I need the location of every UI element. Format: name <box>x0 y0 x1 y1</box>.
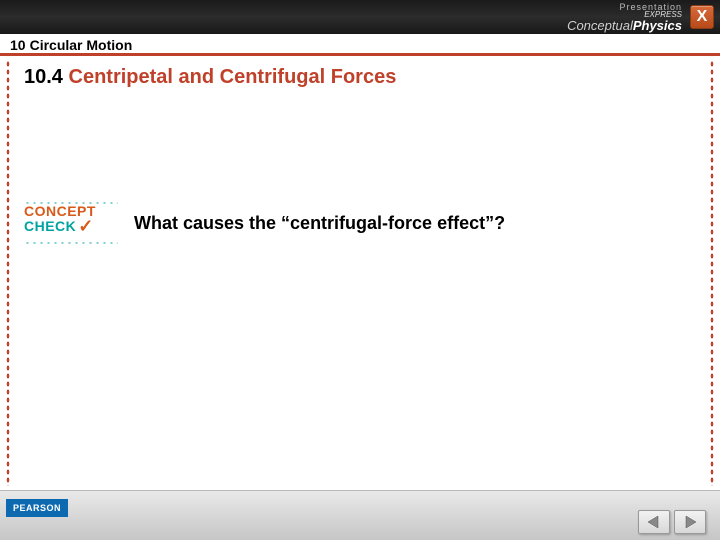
bottom-bar: PEARSON <box>0 490 720 540</box>
chapter-title: Circular Motion <box>30 37 133 53</box>
concept-check-row: CONCEPT CHECK ✓ What causes the “centrif… <box>24 207 696 239</box>
section-title: Centripetal and Centrifugal Forces <box>69 66 397 88</box>
concept-check-badge: CONCEPT CHECK ✓ <box>24 207 118 239</box>
prev-button[interactable] <box>638 510 670 534</box>
badge-text: CONCEPT CHECK ✓ <box>24 205 96 235</box>
arrow-left-icon <box>646 515 662 529</box>
badge-line-check: CHECK ✓ <box>24 218 96 235</box>
badge-check-text: CHECK <box>24 220 76 233</box>
chapter-number: 10 <box>10 37 26 53</box>
brand-main: ConceptualPhysics <box>567 19 682 32</box>
close-icon: X <box>697 8 708 26</box>
badge-dots-bottom <box>24 241 118 245</box>
dotted-border-left <box>6 60 10 486</box>
arrow-right-icon <box>682 515 698 529</box>
checkmark-icon: ✓ <box>78 218 94 235</box>
brand-block: Presentation EXPRESS ConceptualPhysics <box>567 3 682 32</box>
concept-question: What causes the “centrifugal-force effec… <box>134 213 505 234</box>
section-heading: 10.4 Centripetal and Centrifugal Forces <box>24 66 696 89</box>
brand-conceptual: Conceptual <box>567 18 633 33</box>
next-button[interactable] <box>674 510 706 534</box>
dotted-border-right <box>710 60 714 486</box>
nav-arrows <box>638 510 706 534</box>
content-area: 10.4 Centripetal and Centrifugal Forces … <box>0 56 720 486</box>
close-button[interactable]: X <box>690 5 714 29</box>
chapter-bar: 10 Circular Motion <box>0 34 720 56</box>
brand-physics: Physics <box>633 18 682 33</box>
top-bar: Presentation EXPRESS ConceptualPhysics X <box>0 0 720 34</box>
section-number: 10.4 <box>24 66 63 88</box>
publisher-badge: PEARSON <box>6 499 68 517</box>
